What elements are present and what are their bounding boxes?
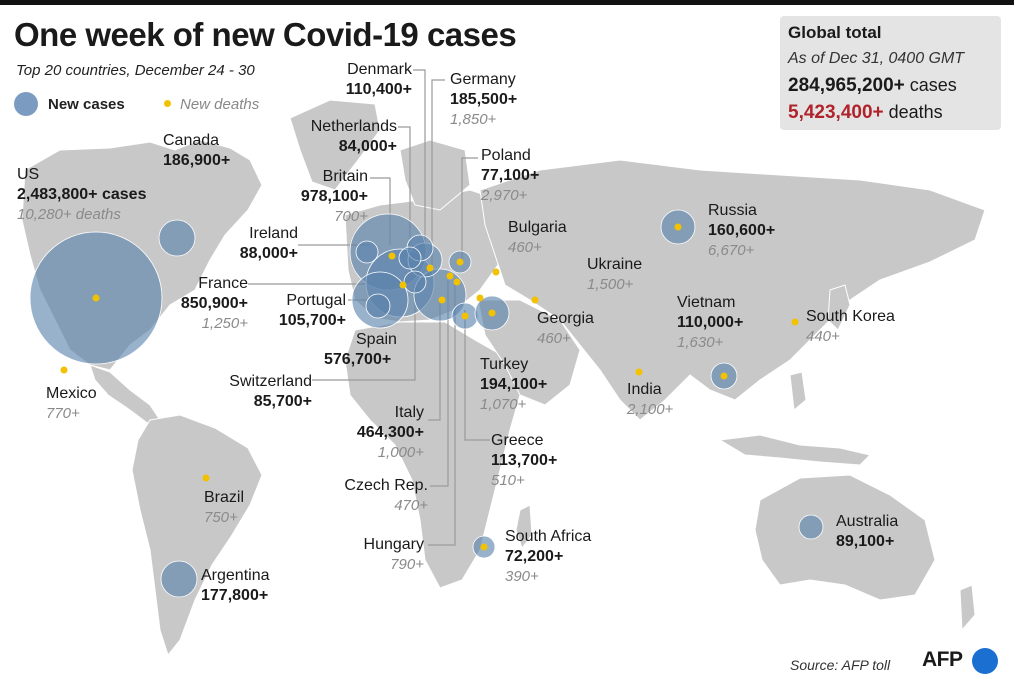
leader-lines (248, 69, 490, 546)
dot-italy (438, 296, 446, 304)
label-britain: Britain 978,100+ 700+ (300, 168, 368, 225)
label-vietnam: Vietnam 110,000+ 1,630+ (677, 294, 744, 351)
bubble-netherlands (398, 246, 422, 270)
dot-russia (674, 223, 682, 231)
dot-south-africa (480, 543, 488, 551)
label-hungary: Hungary 790+ (363, 536, 424, 573)
greenland-shape (289, 99, 381, 191)
bubble-ireland (355, 240, 379, 264)
madagascar-shape (515, 504, 533, 550)
leader-denmark (413, 69, 426, 255)
legend-cases-label: New cases (48, 96, 125, 113)
dot-france (399, 281, 407, 289)
label-turkey: Turkey 194,100+ 1,070+ (480, 356, 548, 413)
dot-ukraine (492, 268, 500, 276)
afp-logo-dot-icon (972, 648, 998, 674)
central-america-shape (89, 364, 161, 426)
philippines-shape (789, 371, 807, 411)
dot-germany (426, 264, 434, 272)
dot-poland (456, 258, 464, 266)
dot-vietnam (720, 372, 728, 380)
new-zealand-shape (959, 584, 976, 632)
global-total-title: Global total (788, 23, 882, 42)
label-australia: Australia 89,100+ (836, 513, 899, 550)
legend-deaths-label: New deaths (180, 96, 260, 113)
label-denmark: Denmark 110,400+ (345, 61, 412, 98)
dot-czech (446, 272, 454, 280)
scandinavia-shape (399, 139, 471, 211)
label-bulgaria: Bulgaria 460+ (508, 219, 567, 256)
bubble-argentina (160, 560, 198, 598)
global-total-date: As of Dec 31, 0400 GMT (788, 50, 965, 67)
label-south-korea: South Korea 440+ (806, 308, 895, 345)
legend-bubble-icon (14, 92, 38, 116)
label-georgia: Georgia 460+ (537, 310, 594, 347)
label-portugal: Portugal 105,700+ (278, 292, 346, 329)
dot-bulgaria (476, 294, 484, 302)
label-argentina: Argentina 177,800+ (201, 567, 270, 604)
label-poland: Poland 77,100+ 2,970+ (481, 147, 540, 204)
global-total-box: Global total As of Dec 31, 0400 GMT 284,… (780, 16, 1001, 130)
leader-czech (430, 280, 449, 487)
label-netherlands: Netherlands 84,000+ (310, 118, 397, 155)
global-total-deaths: 5,423,400+ deaths (788, 102, 943, 123)
bubble-switzerland (403, 270, 427, 294)
source-note: Source: AFP toll (790, 657, 891, 673)
leader-switzerland (312, 285, 416, 381)
top-rule (0, 0, 1014, 5)
asia-shape (479, 159, 986, 421)
page-subtitle: Top 20 countries, December 24 - 30 (16, 62, 255, 79)
label-us: US 2,483,800+ cases 10,280+ deaths (17, 166, 147, 223)
dot-hungary (453, 278, 461, 286)
dot-india (635, 368, 643, 376)
australia-shape (754, 474, 936, 601)
bubble-australia (798, 514, 824, 540)
dot-britain (388, 252, 396, 260)
label-germany: Germany 185,500+ 1,850+ (450, 71, 518, 128)
leader-netherlands (398, 126, 411, 255)
dot-mexico (60, 366, 68, 374)
label-czech-rep: Czech Rep. 470+ (344, 477, 428, 514)
dot-georgia (531, 296, 539, 304)
dot-turkey (488, 309, 496, 317)
label-switzerland: Switzerland 85,700+ (229, 373, 312, 410)
label-russia: Russia 160,600+ 6,670+ (708, 202, 776, 259)
dot-us (92, 294, 100, 302)
label-mexico: Mexico 770+ (46, 385, 97, 422)
leader-greece (464, 310, 490, 441)
dot-greece (461, 312, 469, 320)
land-masses (21, 99, 986, 657)
bubble-canada (158, 219, 196, 257)
afp-logo: AFP (922, 648, 963, 671)
bubble-italy (413, 268, 467, 322)
page-title: One week of new Covid-19 cases (14, 16, 517, 53)
label-south-africa: South Africa 72,200+ 390+ (505, 528, 592, 585)
label-greece: Greece 113,700+ 510+ (491, 432, 558, 489)
middle-east-shape (477, 299, 581, 406)
leader-poland (461, 157, 478, 265)
global-total-cases: 284,965,200+ cases (788, 75, 957, 96)
leader-hungary (428, 285, 456, 546)
dot-brazil (202, 474, 210, 482)
label-ukraine: Ukraine 1,500+ (587, 256, 643, 293)
bubble-portugal (365, 293, 391, 319)
dot-south-korea (791, 318, 799, 326)
label-spain: Spain 576,700+ (324, 331, 397, 368)
label-india: India 2,100+ (627, 381, 674, 418)
label-italy: Italy 464,300+ 1,000+ (356, 404, 424, 461)
leader-germany (431, 79, 445, 265)
leader-italy (428, 300, 441, 421)
africa-shape (344, 321, 521, 589)
label-france: France 850,900+ 1,250+ (180, 275, 248, 332)
south-america-shape (131, 414, 263, 657)
legend-dot-icon (164, 100, 171, 107)
japan-shape (827, 284, 851, 331)
label-ireland: Ireland 88,000+ (239, 225, 298, 262)
indonesia-shape (718, 434, 871, 466)
label-canada: Canada 186,900+ (163, 132, 231, 169)
death-dots (60, 223, 799, 551)
label-brazil: Brazil 750+ (204, 489, 245, 526)
